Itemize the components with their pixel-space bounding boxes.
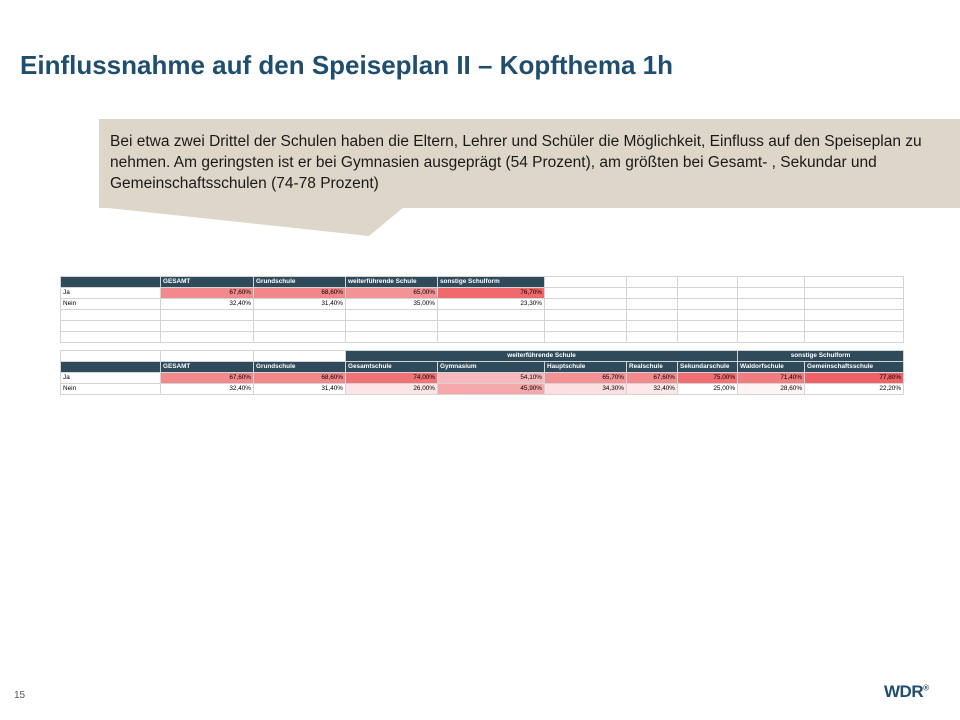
- value-cell: 25,00%: [676, 383, 739, 395]
- column-header: Grundschule: [253, 276, 346, 288]
- value-cell: 23,30%: [437, 298, 545, 310]
- callout-text: Bei etwa zwei Drittel der Schulen haben …: [110, 133, 922, 192]
- column-header: Sekundarschule: [676, 361, 739, 373]
- empty-cell: [677, 276, 738, 288]
- column-header: Realschule: [626, 361, 678, 373]
- value-cell: 35,00%: [345, 298, 438, 310]
- value-cell: 68,60%: [253, 372, 346, 384]
- empty-cell: [626, 298, 678, 310]
- column-header: Gemeinschaftsschule: [804, 361, 905, 373]
- value-cell: 54,10%: [437, 372, 545, 384]
- empty-cell: [626, 276, 678, 288]
- empty-cell: [626, 287, 678, 299]
- table-row: Nein 32,40% 31,40% 26,00% 45,90% 34,30% …: [60, 383, 905, 395]
- registered-mark: ®: [923, 683, 929, 693]
- table-header-row: GESAMT Grundschule Gesamtschule Gymnasiu…: [60, 361, 905, 373]
- column-header: Grundschule: [253, 361, 346, 373]
- group-header-row: weiterführende Schule sonstige Schulform: [60, 350, 905, 362]
- column-header: Gymnasium: [437, 361, 545, 373]
- value-cell: 28,60%: [737, 383, 806, 395]
- empty-cell: [544, 298, 627, 310]
- value-cell: 75,00%: [676, 372, 739, 384]
- column-header: GESAMT: [160, 361, 254, 373]
- table-row: Nein 32,40% 31,40% 35,00% 23,30%: [60, 298, 904, 310]
- value-cell: 32,40%: [160, 298, 254, 310]
- value-cell: 71,40%: [737, 372, 806, 384]
- empty-cell: [60, 350, 161, 362]
- empty-cell: [804, 276, 904, 288]
- value-cell: 67,60%: [160, 287, 254, 299]
- value-cell: 32,40%: [626, 383, 678, 395]
- value-cell: 26,00%: [345, 383, 438, 395]
- row-label: Ja: [60, 287, 161, 299]
- table-row: Ja 67,60% 68,60% 74,00% 54,10% 65,70% 67…: [60, 372, 905, 384]
- column-header: GESAMT: [160, 276, 254, 288]
- empty-cell: [737, 298, 805, 310]
- group-header-sonstige-schulform: sonstige Schulform: [737, 350, 905, 362]
- row-label: Nein: [60, 383, 161, 395]
- value-cell: 31,40%: [253, 383, 346, 395]
- value-cell: 65,00%: [345, 287, 438, 299]
- empty-cell: [253, 350, 346, 362]
- row-label: Ja: [60, 372, 161, 384]
- value-cell: 67,60%: [626, 372, 678, 384]
- value-cell: 45,90%: [437, 383, 545, 395]
- column-header: weiterführende Schule: [345, 276, 438, 288]
- empty-row: [60, 320, 904, 332]
- empty-cell: [677, 298, 738, 310]
- value-cell: 32,40%: [160, 383, 254, 395]
- empty-cell: [804, 298, 904, 310]
- result-table-detail: weiterführende Schule sonstige Schulform…: [60, 350, 905, 395]
- table-row: Ja 67,60% 68,60% 65,00% 76,70%: [60, 287, 904, 299]
- column-header: Hauptschule: [544, 361, 627, 373]
- empty-row: [60, 309, 904, 321]
- column-header: Gesamtschule: [345, 361, 438, 373]
- empty-row: [60, 331, 904, 343]
- column-header: Waldorfschule: [737, 361, 806, 373]
- callout-box: Bei etwa zwei Drittel der Schulen haben …: [99, 119, 960, 208]
- value-cell: 31,40%: [253, 298, 346, 310]
- value-cell: 67,60%: [160, 372, 254, 384]
- empty-cell: [544, 276, 627, 288]
- empty-cell: [804, 287, 904, 299]
- value-cell: 68,60%: [253, 287, 346, 299]
- empty-cell: [737, 276, 805, 288]
- wdr-logo: WDR®: [884, 682, 929, 702]
- value-cell: 76,70%: [437, 287, 545, 299]
- value-cell: 22,20%: [804, 383, 905, 395]
- row-label: Nein: [60, 298, 161, 310]
- empty-cell: [677, 287, 738, 299]
- value-cell: 77,80%: [804, 372, 905, 384]
- header-empty-cell: [60, 361, 161, 373]
- value-cell: 34,30%: [544, 383, 627, 395]
- logo-text: WDR: [884, 682, 924, 701]
- value-cell: 74,00%: [345, 372, 438, 384]
- column-header: sonstige Schulform: [437, 276, 545, 288]
- result-table-overview: GESAMT Grundschule weiterführende Schule…: [60, 276, 904, 343]
- empty-cell: [160, 350, 254, 362]
- callout-pointer: [99, 207, 404, 236]
- table-header-row: GESAMT Grundschule weiterführende Schule…: [60, 276, 904, 288]
- empty-cell: [737, 287, 805, 299]
- empty-cell: [544, 287, 627, 299]
- slide-title: Einflussnahme auf den Speiseplan II – Ko…: [20, 50, 674, 80]
- value-cell: 65,70%: [544, 372, 627, 384]
- page-number: 15: [14, 690, 26, 701]
- header-empty-cell: [60, 276, 161, 288]
- group-header-weiterfuehrende-schule: weiterführende Schule: [344, 350, 739, 362]
